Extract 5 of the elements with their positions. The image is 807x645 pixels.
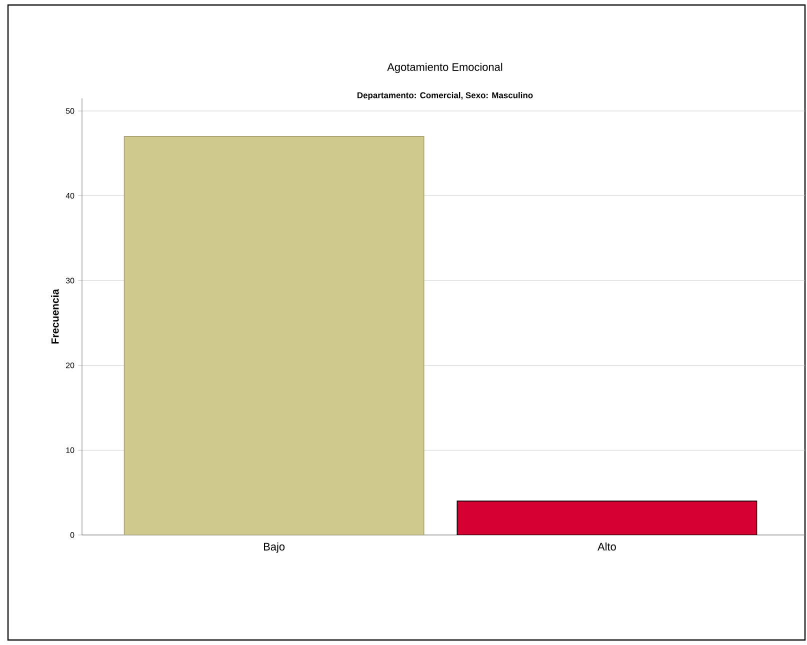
- x-tick-label: Alto: [598, 542, 616, 551]
- x-tick-label: Bajo: [264, 542, 285, 553]
- chart-title: Agotamiento Emocional: [387, 62, 502, 74]
- y-axis-title: Frecuencia: [51, 288, 59, 344]
- chart-subtitle: Departamento: Comercial, Sexo: Masculino: [357, 92, 533, 100]
